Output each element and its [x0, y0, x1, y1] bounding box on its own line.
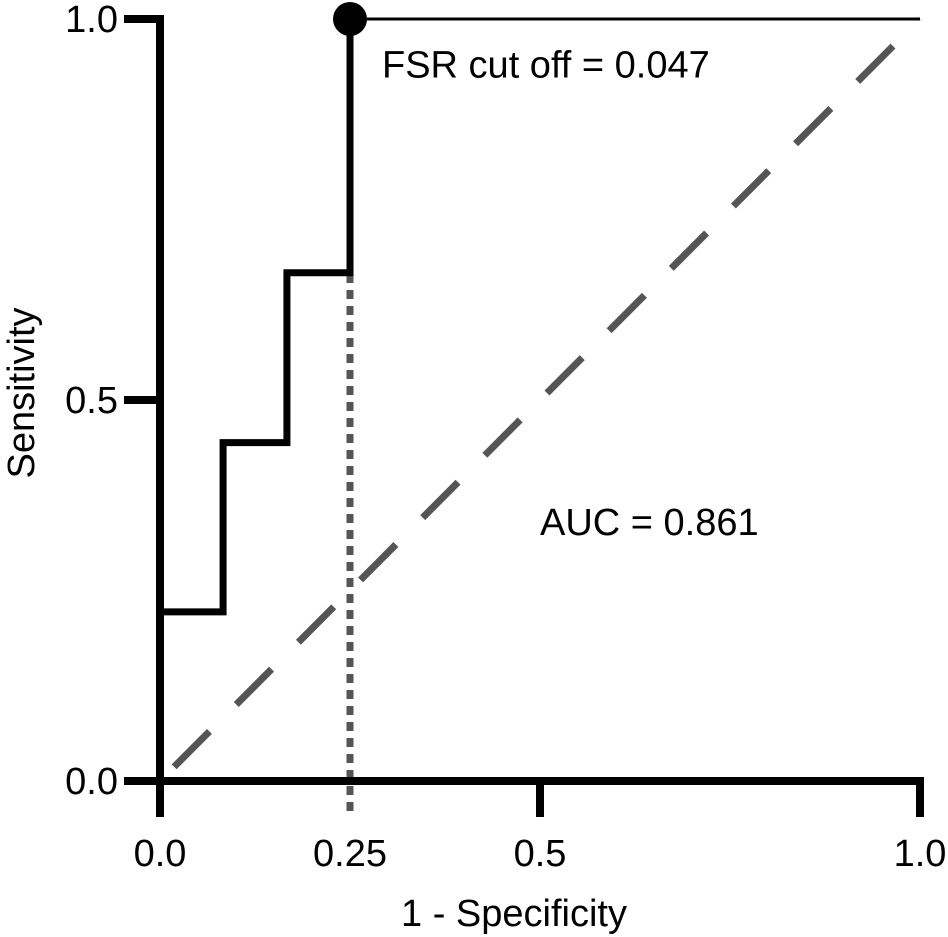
x-tick-label: 0.5	[514, 833, 567, 875]
reference-diagonal-line	[157, 16, 923, 784]
axes	[124, 15, 924, 817]
y-tick-label: 0.5	[65, 380, 118, 422]
y-axis-label: Sensitivity	[1, 307, 43, 478]
y-tick-label: 1.0	[65, 0, 118, 41]
x-tick-label: 0.0	[134, 833, 187, 875]
cutoff-point	[333, 2, 367, 36]
x-tick-label: 1.0	[894, 833, 947, 875]
roc-curve-line	[156, 19, 354, 781]
x-tick-label: 0.25	[313, 833, 387, 875]
cutoff-annotation: FSR cut off = 0.047	[382, 45, 710, 87]
x-axis-label: 1 - Specificity	[401, 893, 627, 935]
y-tick-label: 0.0	[65, 761, 118, 803]
plot-area	[156, 2, 923, 811]
auc-annotation: AUC = 0.861	[540, 502, 759, 544]
